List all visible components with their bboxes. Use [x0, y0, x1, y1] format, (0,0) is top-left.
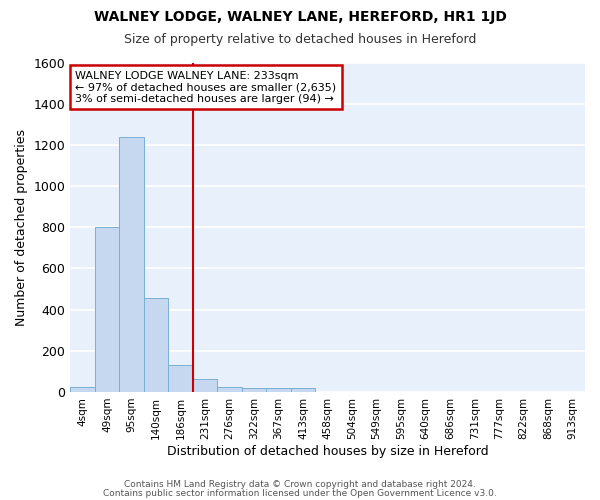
Bar [70, 387, 95, 392]
Bar [217, 387, 242, 392]
Bar [291, 388, 316, 392]
Bar [242, 388, 266, 392]
X-axis label: Distribution of detached houses by size in Hereford: Distribution of detached houses by size … [167, 444, 488, 458]
Text: Contains public sector information licensed under the Open Government Licence v3: Contains public sector information licen… [103, 488, 497, 498]
Text: Size of property relative to detached houses in Hereford: Size of property relative to detached ho… [124, 32, 476, 46]
Bar [193, 378, 217, 392]
Text: WALNEY LODGE WALNEY LANE: 233sqm
← 97% of detached houses are smaller (2,635)
3%: WALNEY LODGE WALNEY LANE: 233sqm ← 97% o… [76, 70, 337, 104]
Bar [144, 298, 169, 392]
Bar [169, 365, 193, 392]
Bar [119, 136, 144, 392]
Bar [95, 227, 119, 392]
Bar [266, 388, 291, 392]
Y-axis label: Number of detached properties: Number of detached properties [15, 128, 28, 326]
Text: WALNEY LODGE, WALNEY LANE, HEREFORD, HR1 1JD: WALNEY LODGE, WALNEY LANE, HEREFORD, HR1… [94, 10, 506, 24]
Text: Contains HM Land Registry data © Crown copyright and database right 2024.: Contains HM Land Registry data © Crown c… [124, 480, 476, 489]
